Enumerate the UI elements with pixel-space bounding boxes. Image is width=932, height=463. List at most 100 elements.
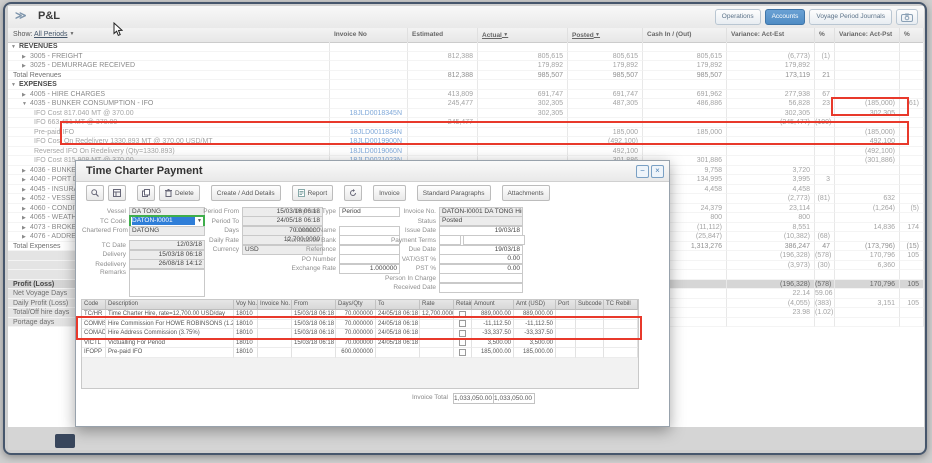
search-button[interactable] [86, 185, 104, 201]
line-item-row[interactable]: COMAD Hire Address Commission (3.75%) 1801… [82, 329, 638, 339]
expand-arrow-icon[interactable]: ▶ [22, 205, 26, 212]
create-add-details-button[interactable]: Create / Add Details [210, 185, 281, 201]
column-header-invoice-no[interactable]: Invoice No [330, 28, 408, 42]
dialog-title-bar[interactable]: Time Charter Payment − × [76, 161, 669, 182]
retain-checkbox[interactable] [459, 348, 466, 356]
camera-button[interactable] [896, 9, 918, 25]
cell-variance-act-est [727, 146, 815, 156]
expand-arrow-icon[interactable]: ▶ [22, 224, 26, 231]
cell-pct-act-est [815, 270, 835, 280]
expand-arrow-icon[interactable]: ▶ [22, 186, 26, 193]
redelivery-field[interactable]: 26/08/18 14:12 [129, 259, 205, 270]
cell-variance-act-pst [835, 42, 900, 52]
expand-arrow-icon[interactable]: ▶ [22, 91, 26, 98]
cell-posted: 179,892 [568, 61, 643, 71]
chartered-from-field[interactable]: DATONG [129, 225, 205, 236]
expand-arrow-icon[interactable]: ▶ [22, 196, 26, 202]
cell-rate: 12,700.0000 [420, 310, 454, 320]
field-label: Days [224, 227, 239, 235]
pnl-app: ≫ P&L Operations Accounts Voyage Period … [8, 6, 924, 450]
pnl-row-label[interactable]: ▼ EXPENSES [8, 80, 330, 90]
column-header-cash-in-out-[interactable]: Cash In / (Out) [643, 28, 727, 42]
expand-arrow-icon[interactable]: ▶ [22, 167, 26, 174]
expand-arrow-icon[interactable]: ▶ [22, 53, 26, 60]
pnl-row-label[interactable]: ▶ 3025 - DEMURRAGE RECEIVED [8, 61, 330, 71]
form-column-3: Payment Type Period Contact Name Remittance… [256, 206, 400, 274]
payment-type-field[interactable]: Period [339, 206, 400, 217]
cell-variance-act-est: 23.98 [727, 308, 815, 318]
standard-paragraphs-button[interactable]: Standard Paragraphs [416, 185, 491, 201]
collapse-arrow-icon[interactable]: ▼ [22, 101, 27, 107]
line-item-row[interactable]: IFOPP Pre-paid IFO 18010 600.000000 185,000.… [82, 348, 638, 358]
collapse-panel-icon[interactable]: ≫ [15, 10, 27, 22]
minimize-button[interactable]: − [636, 165, 649, 178]
collapse-arrow-icon[interactable]: ▼ [11, 44, 16, 50]
column-header--[interactable]: % [900, 28, 924, 42]
cell-estimated: 413,809 [408, 89, 478, 99]
column-header-posted[interactable]: Posted ▼ [568, 28, 643, 42]
cell-invoice-no[interactable]: 18JLD0011834N [330, 127, 408, 137]
attachments-button[interactable]: Attachments [501, 185, 550, 201]
pnl-row-label[interactable]: ▶ 3005 - FREIGHT [8, 51, 330, 61]
line-item-row[interactable]: VICTL Victualling For Period 18010 15/03/18… [82, 338, 638, 348]
voyage-period-journals-button[interactable]: Voyage Period Journals [809, 9, 892, 25]
cell-invoice-no[interactable]: 18JLD0019060N [330, 146, 408, 156]
operations-button[interactable]: Operations [714, 9, 761, 25]
status-field[interactable]: Posted [439, 216, 523, 227]
due-date-field[interactable]: 19/03/18 [439, 244, 523, 255]
issue-date-field[interactable]: 19/03/18 [439, 225, 523, 236]
retain-checkbox[interactable] [459, 320, 466, 328]
column-header-variance-act-pst[interactable]: Variance: Act-Pst [835, 28, 900, 42]
book-button[interactable] [108, 185, 126, 201]
tc-code-select[interactable]: DATON-I0001 ▼ [129, 214, 205, 228]
column-header-estimated[interactable]: Estimated [408, 28, 478, 42]
payment-terms-field[interactable] [463, 235, 525, 246]
retain-checkbox[interactable] [459, 339, 466, 347]
pnl-row-label[interactable]: ▼ REVENUES [8, 42, 330, 52]
line-item-row[interactable]: COMMS Hire Commission For HOWE ROBINSONS … [82, 319, 638, 329]
accounts-button[interactable]: Accounts [764, 9, 806, 25]
cell-invoice-no[interactable]: 18JLD0019900N [330, 137, 408, 147]
cell-invoice-no [258, 310, 292, 320]
pnl-row-label-text: 4036 - BUNKER [30, 166, 81, 174]
column-header--[interactable]: % [815, 28, 835, 42]
pnl-row-label[interactable]: ▶ 4005 - HIRE CHARGES [8, 89, 330, 99]
received-date-field[interactable] [439, 282, 523, 293]
delete-button[interactable]: Delete [159, 185, 200, 201]
cell-invoice-no[interactable]: 18JLD0018345N [330, 108, 408, 118]
retain-checkbox[interactable] [459, 310, 466, 318]
period-selector[interactable]: All Periods [34, 31, 68, 38]
cell-pct-act-est [815, 165, 835, 175]
expand-arrow-icon[interactable]: ▶ [22, 177, 26, 183]
currency-field[interactable]: USD [242, 244, 323, 255]
person-in-charge-field[interactable] [439, 273, 523, 284]
collapse-arrow-icon[interactable]: ▼ [11, 82, 16, 88]
vat-gst-field[interactable]: 0.00 [439, 254, 523, 265]
expand-arrow-icon[interactable]: ▶ [22, 234, 26, 240]
remarks-field[interactable] [129, 269, 205, 297]
dialog-title: Time Charter Payment [86, 165, 203, 177]
pnl-row-label[interactable]: ▼ 4035 - BUNKER CONSUMPTION - IFO [8, 99, 330, 109]
report-button[interactable]: Report [291, 185, 334, 201]
exchange-rate-field[interactable]: 1.000000 [339, 263, 400, 274]
expand-arrow-icon[interactable]: ▶ [22, 63, 26, 69]
cell-pct-act-pst: 105 [900, 298, 924, 308]
expand-arrow-icon[interactable]: ▶ [22, 215, 26, 221]
invoice-no-field[interactable]: DATON-I0001 DA TONG Hire 1 [439, 206, 523, 217]
cell-cash-in-out [643, 317, 727, 327]
column-header-actual[interactable]: Actual ▼ [478, 28, 568, 42]
payment-terms-field-small[interactable] [439, 235, 461, 246]
column-header-variance-act-est[interactable]: Variance: Act-Est [727, 28, 815, 42]
pst-field[interactable]: 0.00 [439, 263, 523, 274]
field-label: PST % [415, 265, 436, 273]
copy-button[interactable] [137, 185, 155, 201]
copy-icon [142, 189, 150, 197]
invoice-button[interactable]: Invoice [373, 185, 406, 201]
form-row-invoice-no: Invoice No.DATON-I0001 DA TONG Hire 1 [358, 206, 525, 217]
dialog-toolbar: Delete Create / Add Details Report Invoice S… [86, 185, 550, 201]
retain-checkbox[interactable] [459, 329, 466, 337]
close-button[interactable]: × [651, 165, 664, 178]
line-item-row[interactable]: TC/HR Time Charter Hire, rate=12,700.00 U… [82, 310, 638, 320]
time-charter-payment-dialog: Time Charter Payment − × Delete Create / … [75, 160, 670, 427]
refresh-button[interactable] [344, 185, 363, 201]
